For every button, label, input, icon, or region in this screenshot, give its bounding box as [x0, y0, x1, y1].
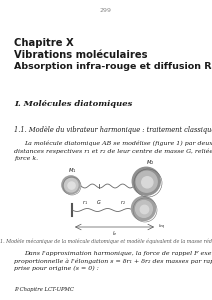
Circle shape	[135, 200, 152, 217]
Text: Vibrations moléculaires: Vibrations moléculaires	[14, 50, 148, 60]
Text: P. Chapitre LCT-UPMC: P. Chapitre LCT-UPMC	[14, 287, 74, 292]
Text: proportionnelle à l'élongation s = δr₁ + δr₂ des masses par rapport à leur posit: proportionnelle à l'élongation s = δr₁ +…	[14, 258, 212, 263]
Circle shape	[140, 205, 149, 214]
Text: Absorption infra-rouge et diffusion Raman: Absorption infra-rouge et diffusion Rama…	[14, 62, 212, 71]
Text: $l_{eq}$: $l_{eq}$	[158, 223, 165, 232]
Text: $G$: $G$	[96, 198, 101, 206]
Text: $M_2$: $M_2$	[146, 158, 154, 167]
Text: $r_2$: $r_2$	[120, 198, 126, 207]
Circle shape	[136, 171, 157, 192]
Text: I. Molécules diatomiques: I. Molécules diatomiques	[14, 100, 132, 108]
Text: force k.: force k.	[14, 156, 38, 161]
Text: La molécule diatomique AB se modélise (figure 1) par deux masses M₁ et M₂, à: La molécule diatomique AB se modélise (f…	[24, 140, 212, 145]
Circle shape	[142, 177, 153, 188]
Text: $l_e$: $l_e$	[112, 229, 117, 238]
Circle shape	[62, 176, 80, 194]
Circle shape	[68, 182, 75, 189]
Text: 1.1. Modèle du vibrateur harmonique : traitement classique: 1.1. Modèle du vibrateur harmonique : tr…	[14, 126, 212, 134]
Text: distances respectives r₁ et r₂ de leur centre de masse G, reliées par un ressort: distances respectives r₁ et r₂ de leur c…	[14, 148, 212, 154]
Text: $M_1$: $M_1$	[68, 166, 76, 175]
Circle shape	[131, 196, 155, 220]
Text: Dans l'approximation harmonique, la force de rappel F exercée par le ressort est: Dans l'approximation harmonique, la forc…	[24, 250, 212, 256]
Text: Chapitre X: Chapitre X	[14, 38, 74, 48]
Text: Fig. 1. Modèle mécanique de la molécule diatomique et modèle équivalent de la ma: Fig. 1. Modèle mécanique de la molécule …	[0, 238, 212, 244]
Text: $r_1$: $r_1$	[82, 198, 88, 207]
Text: $\mu$: $\mu$	[142, 188, 148, 196]
Text: 299: 299	[100, 8, 112, 13]
Circle shape	[64, 178, 78, 192]
Text: prise pour origine (s = 0) :: prise pour origine (s = 0) :	[14, 266, 99, 271]
Circle shape	[132, 167, 160, 195]
